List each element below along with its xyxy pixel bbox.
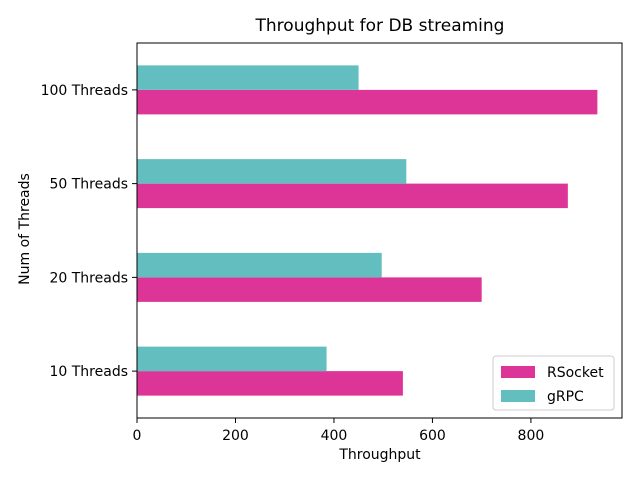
bar-grpc-3 xyxy=(137,159,407,184)
plot-frame xyxy=(136,42,623,419)
bar-rsocket-4 xyxy=(137,89,598,115)
x-tick-label: 400 xyxy=(321,428,348,444)
y-tick-label: 10 Threads xyxy=(49,364,128,380)
legend: RSocket gRPC xyxy=(492,355,615,411)
x-tick-label: 600 xyxy=(419,428,446,444)
y-tick-label: 100 Threads xyxy=(41,83,128,99)
x-tick-label: 800 xyxy=(518,428,545,444)
plot-area: 10 Threads 20 Threads 50 Threads 100 Thread… xyxy=(41,42,623,444)
bar-rsocket-3 xyxy=(137,183,568,209)
y-tick-label: 50 Threads xyxy=(49,177,128,193)
bar-rsocket-2 xyxy=(137,277,482,302)
legend-label-grpc: gRPC xyxy=(547,389,584,405)
x-axis-label: Throughput xyxy=(338,447,421,463)
legend-swatch-grpc xyxy=(501,390,535,402)
x-tick-label: 200 xyxy=(222,428,249,444)
legend-swatch-rsocket xyxy=(501,366,535,378)
legend-label-rsocket: RSocket xyxy=(547,365,604,381)
bar-grpc-2 xyxy=(137,252,382,278)
bar-grpc-1 xyxy=(137,346,327,372)
chart-title: Throughput for DB streaming xyxy=(255,16,505,36)
bar-grpc-4 xyxy=(137,65,359,90)
x-tick-label: 0 xyxy=(133,428,142,444)
y-axis-label: Num of Threads xyxy=(17,173,33,285)
bar-rsocket-1 xyxy=(137,371,403,396)
y-tick-label: 20 Threads xyxy=(49,270,128,286)
